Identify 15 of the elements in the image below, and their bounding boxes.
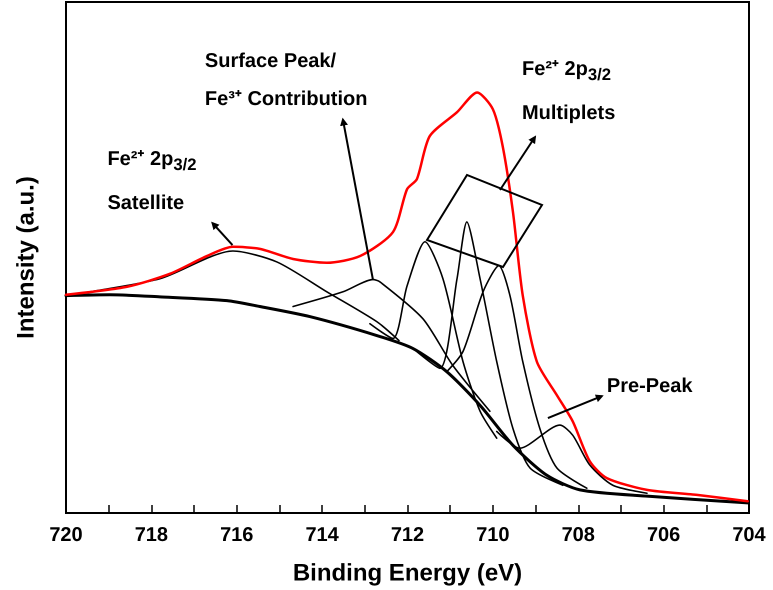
x-axis-title: Binding Energy (eV) bbox=[292, 560, 522, 586]
y-axis-title: Intensity (a.u.) bbox=[12, 176, 40, 339]
x-tick-label: 708 bbox=[562, 524, 595, 546]
x-tick-label: 720 bbox=[49, 524, 83, 546]
x-tick-label: 710 bbox=[476, 524, 510, 546]
x-tick-label: 716 bbox=[220, 524, 254, 546]
annotation: Fe²⁺ 2p$_{3/2}$ Multiplets bbox=[522, 57, 616, 126]
x-tick-label: 718 bbox=[134, 524, 168, 546]
x-tick-label: 712 bbox=[390, 524, 424, 546]
x-tick-label: 704 bbox=[732, 524, 767, 546]
x-tick-label: 706 bbox=[646, 524, 680, 546]
x-tick-label: 714 bbox=[305, 524, 340, 546]
annotation: Surface Peak/ Fe³⁺ Contribution bbox=[204, 48, 368, 112]
annotation: Fe²⁺ 2p$_{3/2}$ Satellite bbox=[107, 147, 197, 216]
annotation: Pre-Peak bbox=[606, 374, 693, 400]
